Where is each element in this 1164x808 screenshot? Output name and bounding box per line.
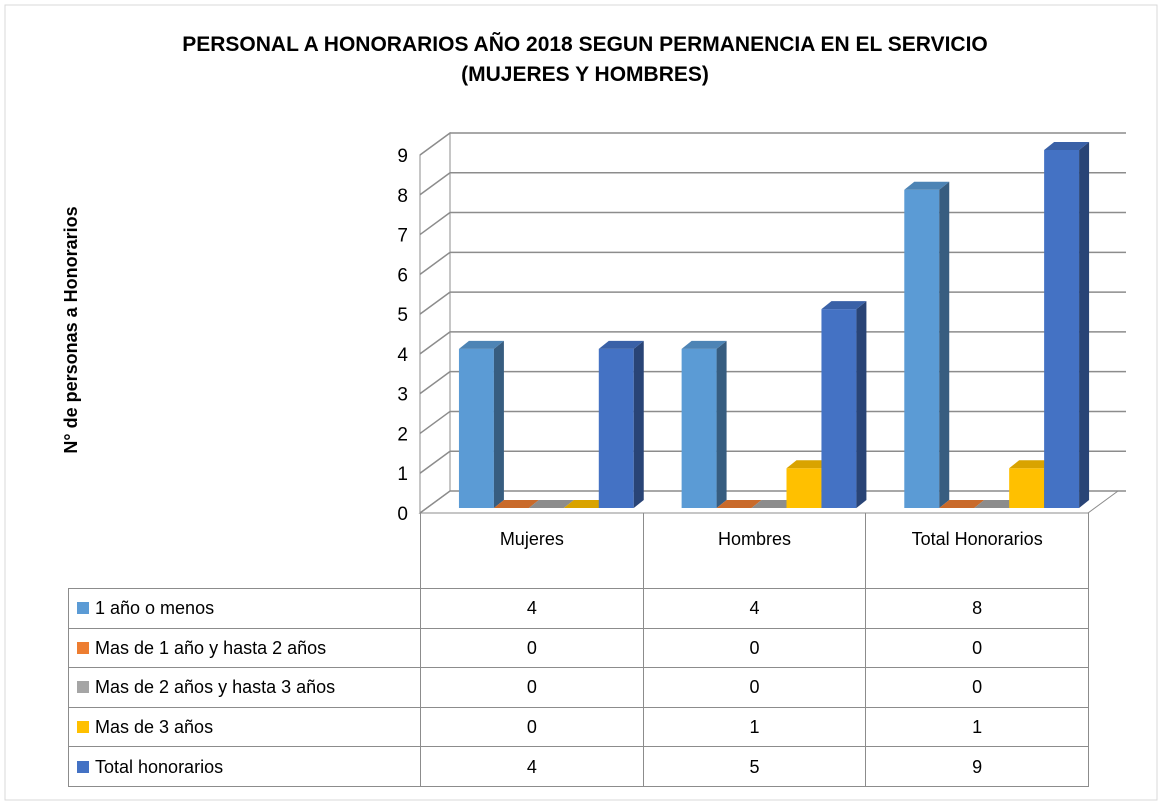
legend-key — [77, 681, 89, 694]
bar-top — [563, 500, 609, 508]
bar — [751, 500, 797, 508]
data-label: 1 — [642, 706, 867, 748]
y-tick-label: 1 — [397, 464, 408, 485]
bar-front — [904, 189, 940, 508]
bar-front — [458, 348, 494, 508]
y-tick-label: 6 — [397, 265, 408, 286]
chart-title: PERSONAL A HONORARIOS AÑO 2018 SEGUN PER… — [182, 33, 988, 86]
legend-label: Mas de 3 años — [95, 717, 214, 738]
bar-top — [458, 340, 504, 349]
bar-top — [939, 500, 985, 508]
legend-item: Total honorarios — [68, 746, 421, 787]
bar-top — [716, 500, 762, 508]
grid-line — [419, 132, 1126, 156]
data-label: 4 — [420, 746, 644, 787]
bar-top — [681, 340, 727, 349]
bar-front — [821, 309, 857, 508]
bar — [939, 500, 985, 508]
bar-top — [528, 500, 574, 508]
bar — [974, 500, 1020, 508]
data-label: 5 — [642, 746, 867, 787]
bar — [563, 500, 609, 508]
legend-item: Mas de 2 años y hasta 3 años — [68, 667, 421, 708]
bar — [716, 500, 762, 508]
bar — [904, 181, 950, 508]
grid-line — [419, 370, 1126, 395]
bar — [681, 340, 727, 508]
bar — [528, 500, 574, 508]
bar-top — [821, 301, 867, 310]
bar-top — [1044, 142, 1090, 150]
data-label: 4 — [420, 588, 644, 629]
y-tick-label: 9 — [397, 146, 408, 167]
bar-top — [493, 500, 539, 508]
bar-side — [493, 340, 504, 508]
bar-front — [598, 348, 634, 508]
x-tick-label: Total Honorarios — [865, 513, 1089, 589]
legend-key — [77, 760, 89, 773]
grid-line — [419, 450, 1126, 474]
data-label: 0 — [865, 667, 1089, 708]
y-tick-label: 5 — [397, 305, 408, 326]
data-label: 0 — [865, 627, 1089, 669]
data-label: 0 — [642, 627, 867, 669]
legend-item: Mas de 3 años — [68, 706, 421, 748]
bar-front — [681, 348, 717, 508]
y-tick-label: 2 — [397, 424, 408, 445]
data-label: 4 — [642, 588, 867, 629]
bar-top — [1009, 460, 1055, 469]
data-label: 0 — [420, 706, 644, 748]
bar-top — [974, 500, 1020, 508]
bar-side — [856, 301, 867, 508]
legend-key — [77, 641, 89, 654]
legend-key — [77, 721, 89, 734]
bar-top — [751, 500, 797, 508]
bar-front — [786, 468, 822, 508]
bar-side — [939, 181, 950, 508]
bar-side — [716, 340, 727, 508]
grid-line — [419, 490, 1126, 514]
bar-top — [598, 340, 644, 349]
grid-line — [419, 291, 1126, 315]
grid-line — [419, 172, 1126, 196]
data-label: 1 — [865, 706, 1089, 748]
x-tick-label: Hombres — [642, 513, 867, 589]
legend-label: Mas de 1 año y hasta 2 años — [95, 637, 327, 658]
y-tick-label: 0 — [397, 504, 408, 525]
data-label: 8 — [865, 588, 1089, 629]
bar-top — [786, 460, 832, 469]
legend-label: Mas de 2 años y hasta 3 años — [95, 677, 336, 698]
bar-side — [1079, 142, 1090, 508]
data-label: 0 — [420, 667, 644, 708]
bar-front — [1044, 150, 1080, 508]
bar — [821, 301, 867, 508]
bar-front — [1009, 468, 1045, 508]
bar-side — [633, 340, 644, 508]
y-tick-label: 8 — [397, 186, 408, 207]
x-tick-label: Mujeres — [420, 513, 644, 589]
grid-line — [419, 331, 1126, 355]
grid-line — [419, 251, 1126, 275]
legend-item: 1 año o menos — [68, 588, 421, 629]
y-tick-label: 7 — [397, 226, 408, 247]
legend-item: Mas de 1 año y hasta 2 años — [68, 627, 421, 669]
grid-line — [419, 211, 1126, 236]
legend-label: Total honorarios — [95, 756, 224, 777]
data-label: 0 — [642, 667, 867, 708]
bar — [598, 340, 644, 508]
y-axis-title: N° de personas a Honorarios — [61, 206, 81, 453]
legend-key — [77, 602, 89, 615]
bar-top — [904, 181, 950, 190]
bar — [493, 500, 539, 508]
y-tick-label: 3 — [397, 385, 408, 406]
y-tick-label: 4 — [397, 345, 408, 366]
data-label: 9 — [865, 746, 1089, 787]
legend-label: 1 año o menos — [95, 598, 215, 619]
data-label: 0 — [420, 627, 644, 669]
bar — [458, 340, 504, 508]
bar — [1044, 142, 1090, 508]
grid-line — [419, 410, 1126, 435]
